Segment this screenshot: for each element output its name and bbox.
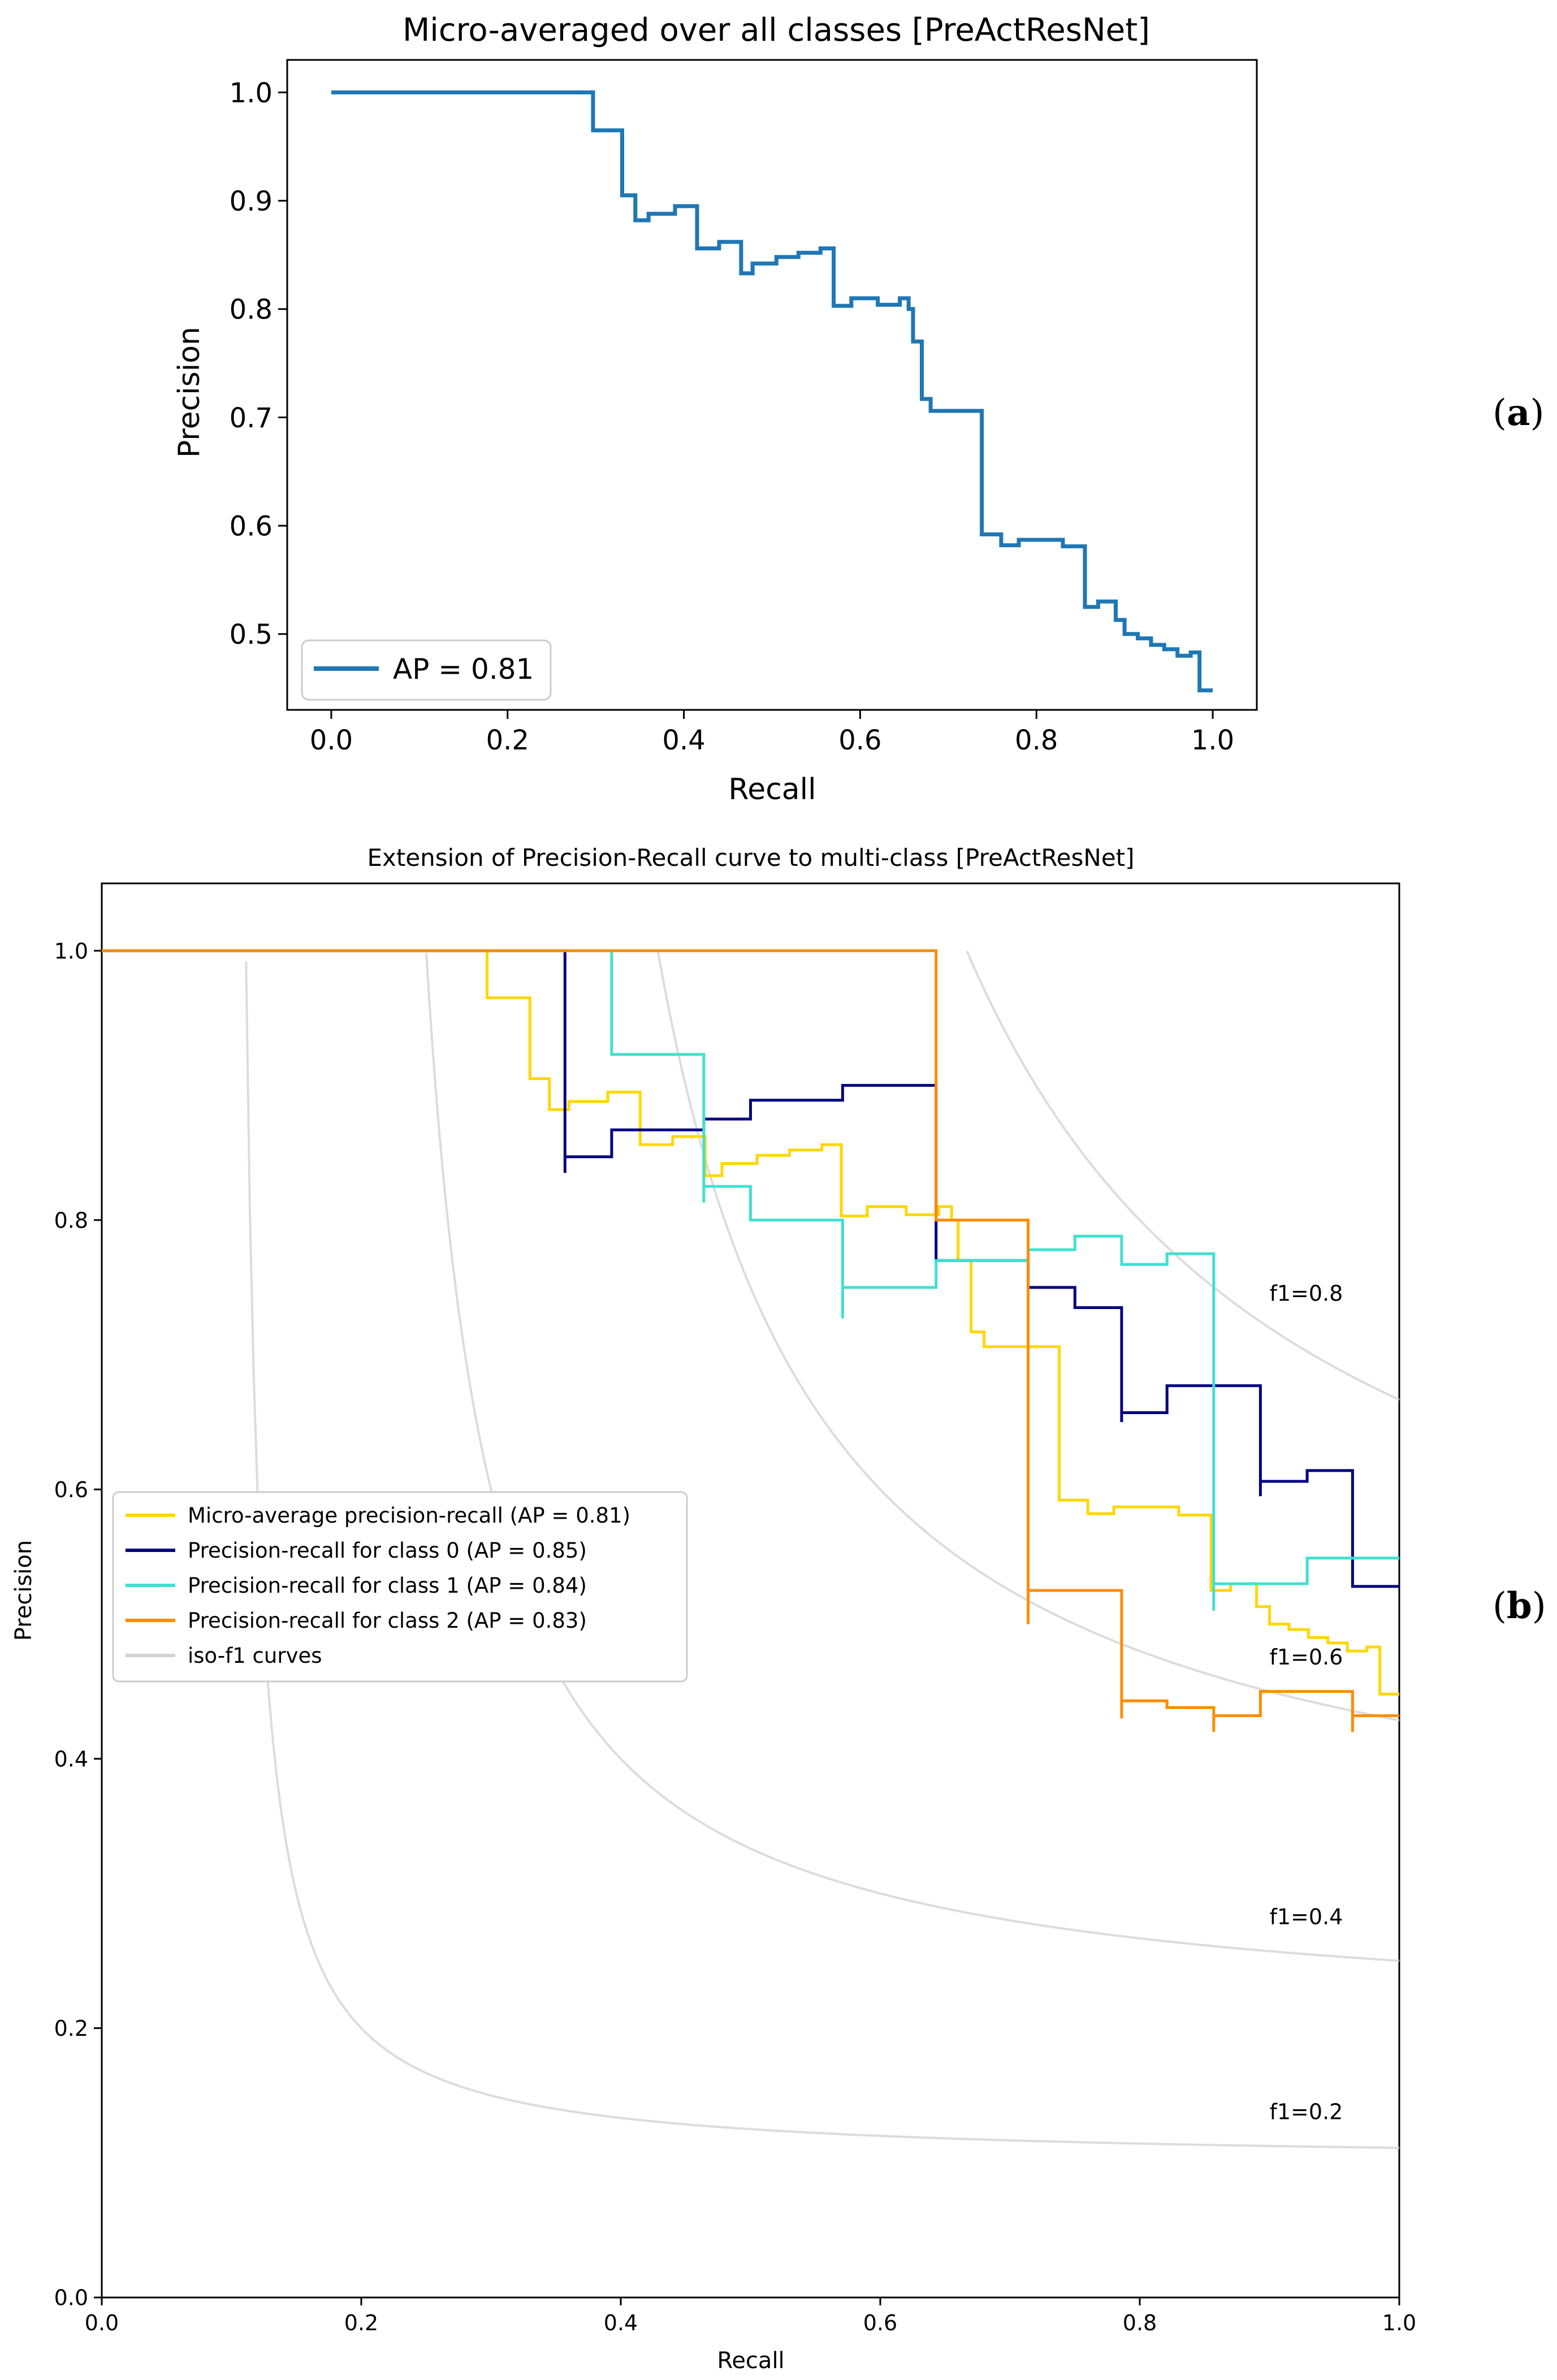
y-tick-label: 1.0: [230, 77, 273, 109]
iso-f1-label: f1=0.6: [1270, 1645, 1343, 1670]
x-tick-label: 1.0: [1191, 725, 1234, 756]
iso-f1-label: f1=0.4: [1270, 1905, 1343, 1930]
panel-a-xlabel: Recall: [728, 773, 816, 807]
panel-a-plot-frame: [286, 59, 1258, 711]
panel-b-ylabel: Precision: [11, 1540, 37, 1641]
x-tick-label: 1.0: [1382, 2310, 1416, 2335]
y-tick-label: 0.2: [54, 2016, 88, 2041]
y-tick-label: 0.7: [230, 402, 273, 434]
x-tick-label: 0.4: [662, 725, 705, 756]
panel-b-legend-label-class2: Precision-recall for class 2 (AP = 0.83): [188, 1609, 587, 1633]
panel-a-title: Micro-averaged over all classes [PreActR…: [403, 12, 1150, 49]
panel-a-label: (a): [1493, 392, 1544, 434]
panel-b-legend-label-class1: Precision-recall for class 1 (AP = 0.84): [188, 1573, 587, 1598]
panel-b-legend-label-iso-f1: iso-f1 curves: [188, 1644, 322, 1668]
iso-f1-curve: [245, 961, 1399, 2149]
y-tick-label: 0.0: [54, 2286, 88, 2310]
series-line-0: [331, 90, 1213, 692]
panel-b-chart: Extension of Precision-Recall curve to m…: [11, 844, 1546, 2374]
panel-a-legend-label: AP = 0.81: [393, 653, 534, 686]
panel-b-label: (b): [1493, 1585, 1546, 1627]
y-tick-label: 0.8: [54, 1208, 88, 1233]
panel-b-legend: Micro-average precision-recall (AP = 0.8…: [112, 1491, 688, 1683]
panel-b-legend-label-class0: Precision-recall for class 0 (AP = 0.85): [188, 1538, 587, 1563]
y-tick-label: 0.4: [54, 1747, 88, 1772]
panel-b-legend-box: [112, 1491, 688, 1683]
panel-a-ylabel: Precision: [172, 327, 206, 458]
x-tick-label: 0.8: [1015, 725, 1058, 756]
y-tick-label: 0.9: [230, 185, 273, 217]
y-tick-label: 0.6: [230, 510, 273, 542]
x-tick-label: 0.0: [85, 2310, 119, 2335]
panel-b-xlabel: Recall: [717, 2348, 784, 2374]
panel-a-legend-box: [301, 639, 552, 701]
x-tick-label: 0.6: [863, 2310, 897, 2335]
panel-b-series: [102, 949, 1399, 1732]
panel-b-plot-frame: [101, 882, 1400, 2299]
series-line-1: [102, 949, 1399, 1588]
iso-f1-label: f1=0.8: [1270, 1281, 1343, 1306]
iso-f1-curve: [425, 952, 1400, 1962]
panel-b-ticks: 0.0 0.2 0.4 0.6 0.8 1.0 0.0 0.2 0.4 0.6 0.8 1.0: [54, 939, 1417, 2335]
y-tick-label: 0.6: [54, 1477, 88, 1502]
x-tick-label: 0.2: [344, 2310, 378, 2335]
x-tick-label: 0.8: [1123, 2310, 1157, 2335]
panel-a-legend: AP = 0.81: [301, 639, 552, 701]
iso-f1-label: f1=0.2: [1270, 2099, 1343, 2124]
y-tick-label: 0.5: [230, 619, 273, 651]
x-tick-label: 0.2: [486, 725, 529, 756]
panel-b-title: Extension of Precision-Recall curve to m…: [367, 844, 1134, 872]
x-tick-label: 0.6: [838, 725, 881, 756]
y-tick-label: 0.8: [230, 294, 273, 326]
panel-a-ticks: 0.0 0.2 0.4 0.6 0.8 1.0 0.5 0.6 0.7 0.8 0.9 1.0: [230, 77, 1235, 756]
panel-a-chart: Micro-averaged over all classes [PreActR…: [172, 12, 1544, 807]
x-tick-label: 0.4: [604, 2310, 638, 2335]
panel-a-series: [331, 90, 1213, 692]
series-line-3: [102, 949, 1399, 1732]
iso-f1-curve: [966, 950, 1400, 1401]
x-tick-label: 0.0: [310, 725, 353, 756]
y-tick-label: 1.0: [54, 939, 88, 964]
panel-b-legend-label-micro: Micro-average precision-recall (AP = 0.8…: [188, 1503, 630, 1528]
